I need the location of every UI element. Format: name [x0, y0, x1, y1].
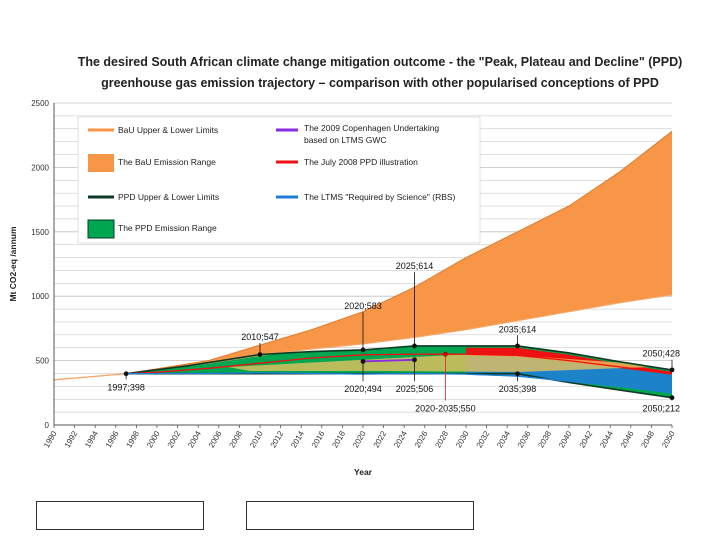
annotation-point — [669, 395, 675, 401]
july-2008-ppd-line — [126, 353, 673, 375]
copenhagen-2009-line — [362, 358, 415, 363]
legend-swatch-patch — [87, 219, 115, 239]
x-tick-label: 2030 — [454, 429, 471, 449]
x-axis-label: Year — [354, 467, 373, 477]
x-tick-label: 1996 — [104, 429, 121, 449]
x-tick-label: 2000 — [145, 429, 162, 449]
x-tick-label: 2004 — [186, 429, 203, 449]
x-tick-label: 2026 — [413, 429, 430, 449]
x-tick-label: 2028 — [433, 429, 450, 449]
annotation-point — [360, 358, 366, 364]
chart-title-line-1: The desired South African climate change… — [77, 55, 683, 69]
x-tick-label: 2042 — [578, 429, 595, 449]
annotation-point — [257, 352, 263, 357]
x-tick-label: 2046 — [619, 429, 636, 449]
bau-upper-limit-line — [53, 130, 673, 381]
y-axis-label: Mt CO2-eq /annum — [8, 226, 18, 302]
x-tick-label: 2010 — [248, 429, 265, 449]
legend-label: The LTMS "Required by Science" (RBS) — [304, 192, 456, 202]
annotation-label: 2035;614 — [499, 324, 537, 334]
annotation-point — [123, 371, 129, 377]
annotation-point — [443, 351, 448, 357]
annotation-label: 2050;428 — [642, 349, 680, 359]
x-tick-label: 2022 — [372, 429, 389, 449]
legend-label: PPD Upper & Lower Limits — [118, 192, 219, 202]
bau-emission-range — [54, 131, 672, 380]
chart-title: The desired South African climate change… — [60, 52, 700, 94]
x-tick-label: 2050 — [660, 429, 677, 449]
x-tick-label: 2032 — [475, 429, 492, 449]
y-tick-label: 2500 — [31, 99, 49, 108]
x-tick-label: 2016 — [310, 429, 327, 449]
x-tick-label: 1994 — [83, 429, 100, 449]
footer-box-right — [246, 501, 474, 530]
x-tick-label: 2034 — [495, 429, 512, 449]
legend-swatch-patch — [88, 154, 114, 172]
legend-label: The 2009 Copenhagen Undertaking — [304, 123, 439, 133]
x-tick-label: 2002 — [166, 429, 183, 449]
x-tick-label: 2024 — [392, 429, 409, 449]
legend-label: BaU Upper & Lower Limits — [118, 125, 218, 135]
annotation-point — [515, 371, 520, 377]
y-tick-label: 1500 — [31, 228, 49, 237]
annotation-label: 2035;398 — [499, 384, 537, 394]
y-tick-label: 1000 — [31, 292, 49, 301]
x-tick-label: 2044 — [598, 429, 615, 449]
y-tick-label: 500 — [36, 357, 50, 366]
x-tick-label: 1998 — [124, 429, 141, 449]
legend-box — [77, 116, 481, 244]
y-tick-label: 2000 — [31, 163, 49, 172]
annotations: 1997;398 2010;547 2020;583 2025;614 2035;614… — [107, 261, 680, 413]
x-tick-label: 2008 — [227, 429, 244, 449]
annotation-label: 1997;398 — [107, 382, 145, 392]
annotation-label: 2020;583 — [344, 301, 382, 311]
chart-title-line-2: greenhouse gas emission trajectory – com… — [101, 76, 659, 90]
x-tick-label: 2014 — [289, 429, 306, 449]
x-tick-label: 1990 — [42, 429, 59, 449]
x-tick-label: 2036 — [516, 429, 533, 449]
annotation-label: 2020-2035;550 — [415, 404, 476, 414]
annotation-point — [412, 357, 417, 363]
annotation-point — [360, 347, 366, 353]
x-tick-label: 2006 — [207, 429, 224, 449]
x-tick-label: 2012 — [269, 429, 286, 449]
annotation-label: 2010;547 — [241, 332, 279, 342]
footer-box-left — [36, 501, 204, 530]
ltms-rbs-line — [126, 372, 673, 394]
x-tick-label: 2038 — [536, 429, 553, 449]
legend-label: The PPD Emission Range — [118, 223, 217, 233]
x-tick-label: 2040 — [557, 429, 574, 449]
y-tick-label: 0 — [45, 421, 50, 430]
legend-label: based on LTMS GWC — [304, 135, 387, 145]
annotation-point — [412, 343, 417, 349]
annotation-point — [669, 367, 675, 373]
legend-label: The BaU Emission Range — [118, 157, 216, 167]
x-tick-label: 2048 — [639, 429, 656, 449]
annotation-label: 2025;506 — [396, 384, 434, 394]
x-tick-label: 2018 — [330, 429, 347, 449]
legend-label: The July 2008 PPD illustration — [304, 157, 418, 167]
annotation-label: 2020;494 — [344, 384, 382, 394]
x-tick-label: 1992 — [63, 429, 80, 449]
x-tick-label: 2020 — [351, 429, 368, 449]
annotation-label: 2025;614 — [396, 261, 434, 271]
annotation-point — [515, 343, 520, 349]
annotation-label: 2050;212 — [642, 404, 680, 414]
legend: BaU Upper & Lower Limits The 2009 Copenha… — [77, 116, 481, 244]
